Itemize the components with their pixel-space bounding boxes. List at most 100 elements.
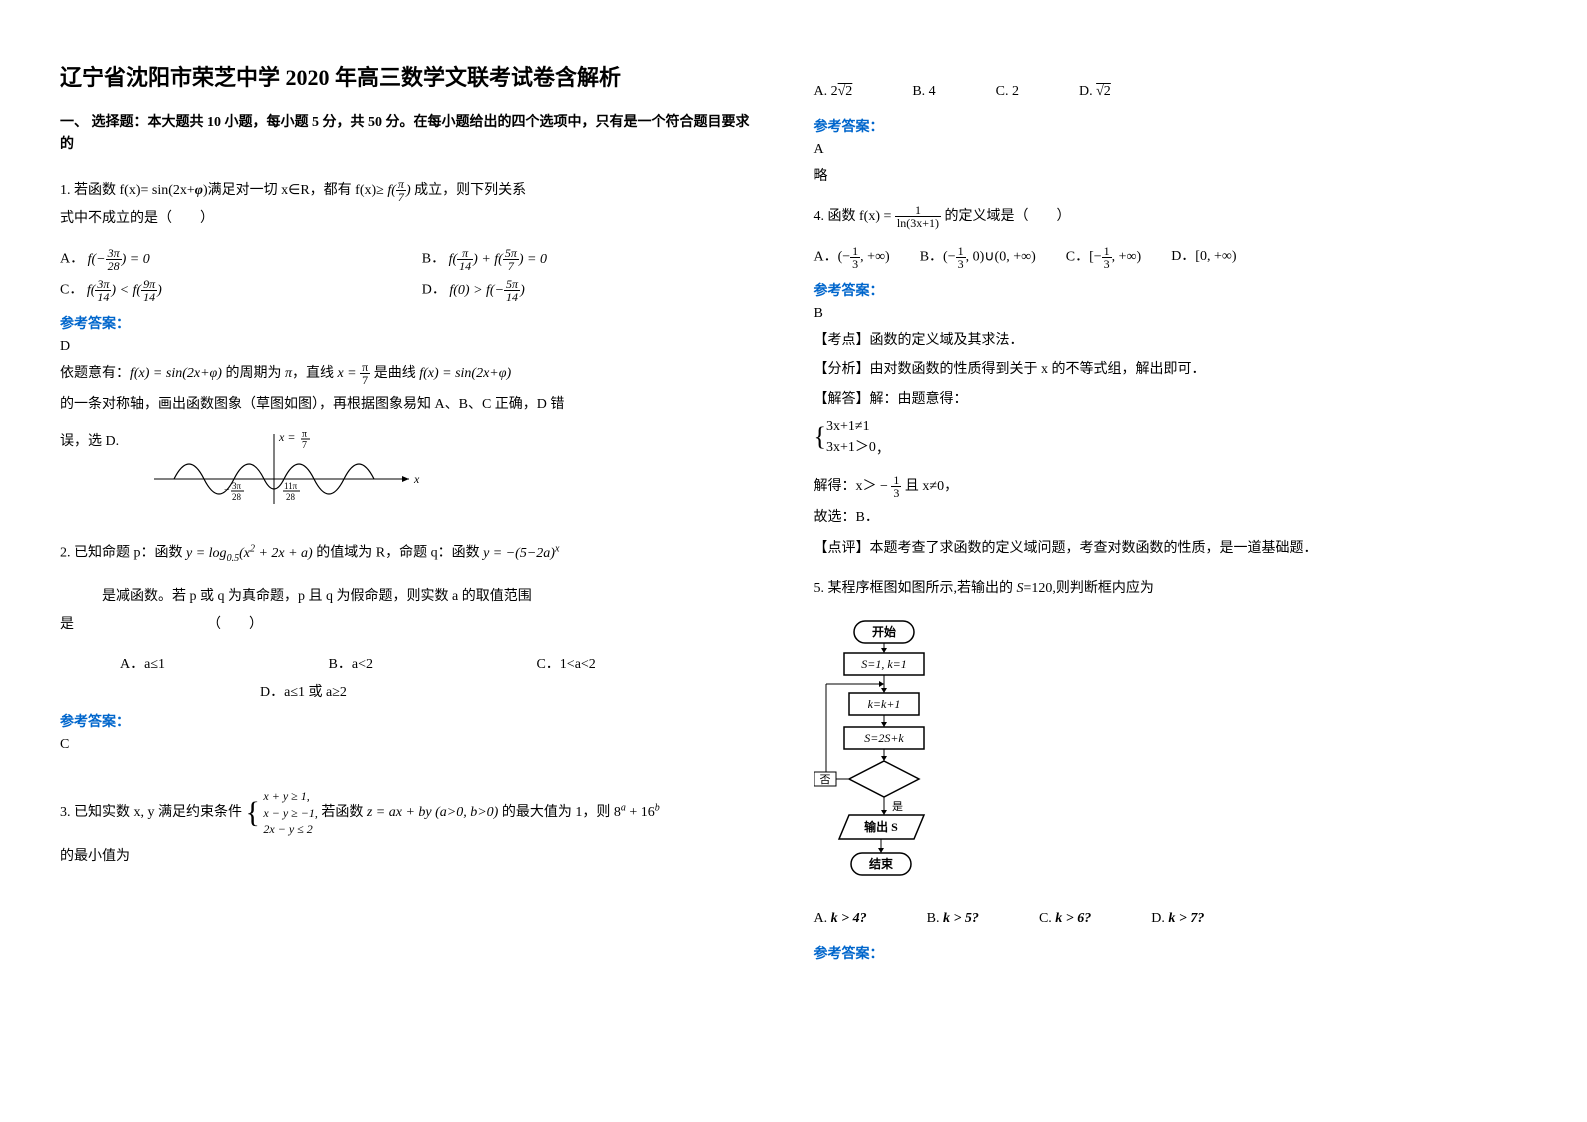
q1-opt-c: C． f(3π14) < f(9π14) <box>60 278 392 303</box>
q5-optC: C. k > 6? <box>1039 911 1091 927</box>
q2-stem2: 是减函数。若 p 或 q 为真命题，p 且 q 为假命题，则实数 a 的取值范围 <box>60 583 754 611</box>
q3-stem-a: 3. 已知实数 x, y 满足约束条件 <box>60 805 246 820</box>
q2-options: A．a≤1 B．a<2 C．1<a<2 D．a≤1 或 a≥2 <box>60 653 754 701</box>
svg-text:11π: 11π <box>284 481 298 491</box>
q1-exp1: 依题意有：f(x) = sin(2x+φ) 的周期为 π，直线 x = π7 是… <box>60 361 754 386</box>
q4-sys1: 3x+1≠1 <box>826 416 876 437</box>
q1-phi: φ <box>195 183 203 198</box>
q5-options: A. k > 4? B. k > 5? C. k > 6? D. k > 7? <box>814 911 1528 933</box>
q1-answer-label: 参考答案： <box>60 313 754 333</box>
q5-answer-label: 参考答案： <box>814 943 1528 963</box>
q5-optA: A. k > 4? <box>814 911 867 927</box>
q3-optB: B. 4 <box>912 84 935 100</box>
q1-optA-eq: f(−3π28) = 0 <box>88 252 150 267</box>
q4-optC: C．[−13, +∞) <box>1066 245 1141 270</box>
q1-optD-label: D． <box>422 283 446 298</box>
q3-options: A. 2√2 B. 4 C. 2 D. √2 <box>814 84 1528 106</box>
q2-answer: C <box>60 737 754 753</box>
q4-stem-b: 的定义域是（ ） <box>944 209 1070 224</box>
q3-optA: A. 2√2 <box>814 84 853 100</box>
q4-solve: 解得：x＞ − 13 且 x≠0， <box>814 474 1528 499</box>
flow-start: 开始 <box>871 624 895 639</box>
q2-optC: C．1<a<2 <box>536 653 595 673</box>
q5-optD: D. k > 7? <box>1151 911 1204 927</box>
q1-stem-c: 成立，则下列关系 <box>411 183 527 198</box>
q1-opt-d: D． f(0) > f(−5π14) <box>422 278 754 303</box>
q1-opt-b: B． f(π14) + f(5π7) = 0 <box>422 247 754 272</box>
q4-conclude: 故选：B． <box>814 505 1528 530</box>
q1-optB-eq: f(π14) + f(5π7) = 0 <box>449 252 547 267</box>
svg-text:3π: 3π <box>232 481 242 491</box>
q1-options: A． f(−3π28) = 0 B． f(π14) + f(5π7) = 0 C… <box>60 247 754 303</box>
q4-tag4: 【点评】本题考查了求函数的定义域问题，考查对数函数的性质，是一道基础题． <box>814 536 1528 561</box>
question-2: 2. 已知命题 p：函数 y = log0.5(x2 + 2x + a) 的值域… <box>60 539 754 638</box>
q4-optD: D．[0, +∞) <box>1171 245 1236 270</box>
q1-opt-a: A． f(−3π28) = 0 <box>60 247 392 272</box>
q3-short: 略 <box>814 164 1528 189</box>
q5-optB: B. k > 5? <box>927 911 979 927</box>
flow-no: 否 <box>819 774 830 786</box>
q4-optB: B．(−13, 0)∪(0, +∞) <box>920 245 1036 270</box>
q4-fx: f(x) = 1ln(3x+1) <box>859 209 941 224</box>
q4-tag2: 【分析】由对数函数的性质得到关于 x 的不等式组，解出即可． <box>814 357 1528 382</box>
q3-answer: A <box>814 142 1528 158</box>
q4-system: { 3x+1≠1 3x+1＞0 ， <box>814 416 1528 458</box>
flow-end: 结束 <box>868 856 893 871</box>
svg-text:x: x <box>413 472 420 486</box>
svg-text:28: 28 <box>286 492 296 502</box>
q1-stem-b: )满足对一切 x∈R，都有 f(x)≥ <box>203 183 387 198</box>
svg-text:7: 7 <box>302 440 307 451</box>
question-4: 4. 函数 f(x) = 1ln(3x+1) 的定义域是（ ） <box>814 203 1528 231</box>
q3-stem-b: 若函数 z = ax + by (a>0, b>0) 的最大值为 1，则 8a … <box>321 805 659 820</box>
left-column: 辽宁省沈阳市荣芝中学 2020 年高三数学文联考试卷含解析 一、 选择题：本大题… <box>0 0 794 989</box>
q4-optA: A．(−13, +∞) <box>814 245 890 270</box>
svg-text:x =: x = <box>278 430 295 444</box>
flow-step2: S=2S+k <box>864 731 904 745</box>
q4-stem-a: 4. 函数 <box>814 209 860 224</box>
q3-system: { x + y ≥ 1, x − y ≥ −1, 2x − y ≤ 2 <box>246 783 318 843</box>
q1-optA-label: A． <box>60 252 84 267</box>
q1-exp2: 的一条对称轴，画出函数图象（草图如图），再根据图象易知 A、B、C 正确，D 错 <box>60 392 754 417</box>
flow-step1: k=k+1 <box>867 697 900 711</box>
section-1-desc: 一、 选择题：本大题共 10 小题，每小题 5 分，共 50 分。在每小题给出的… <box>60 112 754 157</box>
q1-stem-a: 1. 若函数 f(x)= sin(2x+ <box>60 183 195 198</box>
q4-sys2: 3x+1＞0 <box>826 437 876 458</box>
q2-stem3: 是 （ ） <box>60 611 754 639</box>
q4-options: A．(−13, +∞) B．(−13, 0)∪(0, +∞) C．[−13, +… <box>814 245 1528 270</box>
q1-line2: 式中不成立的是（ ） <box>60 205 754 233</box>
q4-sys-tail: ， <box>876 438 890 458</box>
q3-sys2: x − y ≥ −1, <box>263 805 317 822</box>
q1-optC-eq: f(3π14) < f(9π14) <box>87 283 162 298</box>
q4-tag1: 【考点】函数的定义域及其求法． <box>814 328 1528 353</box>
q4-answer: B <box>814 306 1528 322</box>
q1-optD-eq: f(0) > f(−5π14) <box>449 283 524 298</box>
q5-flowchart: 开始 S=1, k=1 k=k+1 S=2S+k 是 <box>814 617 1528 897</box>
svg-text:π: π <box>302 429 307 440</box>
q3-line2: 的最小值为 <box>60 843 754 871</box>
svg-text:−: − <box>224 485 230 496</box>
q4-answer-label: 参考答案： <box>814 280 1528 300</box>
q2-optD: D．a≤1 或 a≥2 <box>260 681 754 701</box>
q4-tag3: 【解答】解：由题意得： <box>814 387 1528 412</box>
q3-optD: D. √2 <box>1079 84 1111 100</box>
q1-exp3: 误，选 D. <box>60 429 140 454</box>
flow-yes: 是 <box>892 800 903 813</box>
question-3: 3. 已知实数 x, y 满足约束条件 { x + y ≥ 1, x − y ≥… <box>60 783 754 871</box>
q1-optC-label: C． <box>60 283 83 298</box>
q3-optC: C. 2 <box>996 84 1019 100</box>
question-5: 5. 某程序框图如图所示,若输出的 S=120,则判断框内应为 <box>814 575 1528 603</box>
q2-optA: A．a≤1 <box>120 653 165 673</box>
q1-answer: D <box>60 339 754 355</box>
q5-stem: 5. 某程序框图如图所示,若输出的 S=120,则判断框内应为 <box>814 581 1154 596</box>
q1-graph: x x = π 7 − 3π 28 11π 28 <box>144 429 424 519</box>
q1-optB-label: B． <box>422 252 445 267</box>
q1-fpi7: f(π7) <box>387 177 410 205</box>
question-1: 1. 若函数 f(x)= sin(2x+φ)满足对一切 x∈R，都有 f(x)≥… <box>60 177 754 233</box>
q2-stem: 2. 已知命题 p：函数 y = log0.5(x2 + 2x + a) 的值域… <box>60 546 559 561</box>
q3-sys3: 2x − y ≤ 2 <box>263 821 317 838</box>
flow-init: S=1, k=1 <box>861 657 907 671</box>
svg-text:28: 28 <box>232 492 242 502</box>
q2-optB: B．a<2 <box>329 653 373 673</box>
page-title: 辽宁省沈阳市荣芝中学 2020 年高三数学文联考试卷含解析 <box>60 60 754 92</box>
flow-out: 输出 S <box>864 819 898 834</box>
